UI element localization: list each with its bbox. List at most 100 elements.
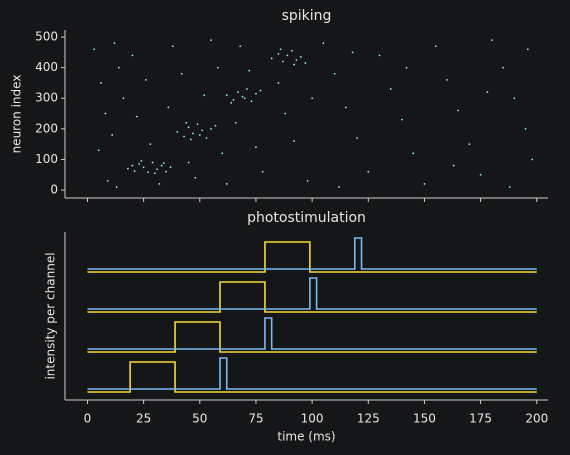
x-tick-label: 25 — [136, 412, 151, 426]
spike — [97, 149, 100, 152]
channel-line — [87, 317, 537, 350]
spike — [401, 118, 403, 121]
x-tick-label: 175 — [469, 412, 492, 426]
spike — [250, 100, 253, 103]
spike — [162, 162, 165, 165]
spike — [452, 164, 455, 167]
y-axis-label: intensity per channel — [44, 252, 58, 379]
x-tick-label: 150 — [413, 412, 436, 426]
spike — [508, 186, 511, 188]
x-tick-label: 75 — [248, 412, 263, 426]
spike — [131, 54, 134, 57]
spike — [299, 56, 302, 58]
channel-line — [87, 237, 537, 270]
spike — [221, 152, 224, 155]
spike — [378, 54, 381, 57]
spike — [524, 127, 527, 130]
spike — [270, 57, 273, 60]
spike — [171, 45, 174, 48]
spike — [156, 168, 159, 171]
spike — [165, 170, 167, 173]
spike — [225, 94, 228, 97]
spike — [279, 48, 282, 51]
spike — [131, 164, 134, 167]
channel-line — [87, 361, 537, 393]
spike — [189, 138, 192, 141]
spike — [239, 45, 242, 48]
spike — [104, 112, 107, 115]
channel-line — [87, 281, 537, 313]
chart-title: photostimulation — [247, 210, 366, 226]
spike — [457, 109, 460, 112]
y-tick-label: 400 — [35, 60, 58, 74]
spike — [106, 179, 109, 182]
spike — [479, 173, 482, 176]
spike — [196, 123, 199, 126]
spike — [142, 166, 145, 169]
spike — [118, 66, 120, 69]
spike — [286, 54, 289, 57]
spike — [344, 106, 347, 109]
spike — [295, 59, 298, 61]
spike — [216, 66, 219, 69]
spike — [277, 82, 280, 84]
spike — [405, 66, 408, 69]
spike — [367, 170, 370, 173]
spike — [100, 82, 102, 84]
spike — [176, 131, 179, 133]
spike — [284, 112, 287, 115]
spike — [187, 126, 190, 129]
spike — [169, 166, 172, 168]
spike — [290, 49, 293, 52]
spike — [135, 115, 138, 118]
spike — [153, 172, 156, 175]
spike — [513, 97, 516, 100]
spike — [311, 97, 314, 100]
x-tick-label: 200 — [525, 412, 548, 426]
channel-line — [87, 321, 537, 353]
spike — [167, 106, 170, 109]
x-tick-label: 125 — [357, 412, 380, 426]
channel-line — [87, 241, 537, 273]
spike — [338, 186, 340, 188]
spike — [248, 69, 251, 72]
spike — [255, 92, 257, 95]
y-tick-label: 500 — [35, 30, 58, 44]
y-tick-label: 300 — [35, 91, 58, 105]
spike — [210, 127, 212, 130]
spike — [113, 42, 116, 45]
spike — [526, 48, 529, 51]
spike — [140, 160, 143, 162]
x-axis-label: time (ms) — [277, 430, 335, 444]
spike — [203, 94, 206, 97]
spike — [434, 45, 437, 48]
spike — [115, 186, 118, 188]
spike — [230, 101, 233, 104]
spike — [147, 171, 150, 174]
channel-line — [87, 277, 537, 310]
spike — [151, 161, 154, 164]
spike — [234, 121, 237, 124]
spike — [446, 78, 448, 81]
spike — [261, 170, 264, 173]
chart-title: spiking — [282, 8, 332, 24]
spike — [180, 72, 183, 75]
y-tick-label: 200 — [35, 121, 58, 135]
x-tick-label: 100 — [301, 412, 324, 426]
spike — [187, 161, 190, 164]
spike — [246, 88, 248, 90]
spike — [225, 183, 228, 185]
spike — [111, 134, 114, 136]
spike — [210, 39, 212, 41]
spike — [93, 48, 96, 51]
spike — [232, 98, 235, 101]
spike — [490, 39, 493, 41]
spike — [194, 176, 197, 179]
spike — [127, 167, 129, 170]
spike — [158, 183, 161, 185]
spike — [160, 164, 163, 167]
spike — [486, 91, 489, 94]
spike — [322, 42, 325, 45]
y-tick-label: 100 — [35, 152, 58, 166]
spike — [306, 179, 309, 182]
